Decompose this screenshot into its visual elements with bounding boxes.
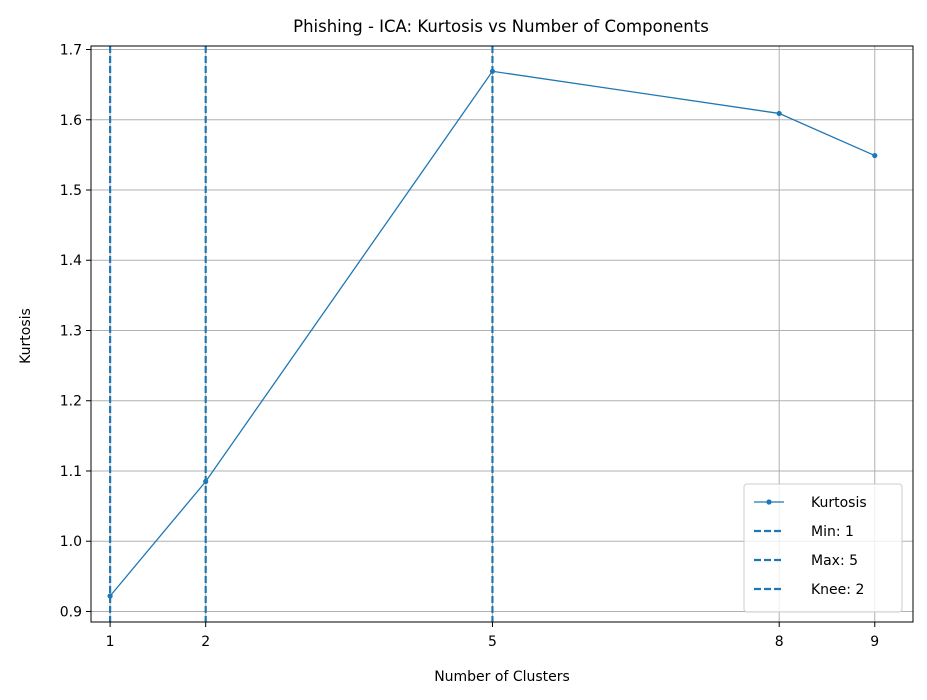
y-tick-label-0.9: 0.9 <box>60 604 82 620</box>
x-axis-label: Number of Clusters <box>434 669 570 685</box>
data-point-9 <box>872 152 878 159</box>
data-point-2 <box>203 478 209 485</box>
legend-label-kurtosis: Kurtosis <box>811 495 867 511</box>
y-tick-label-1.5: 1.5 <box>60 183 82 199</box>
x-tick-label-2: 2 <box>201 634 210 650</box>
series-kurtosis <box>107 68 878 599</box>
x-axis-ticks: 1 2 5 8 9 <box>106 622 879 650</box>
data-point-8 <box>776 110 782 117</box>
data-point-5 <box>489 68 496 74</box>
x-tick-label-9: 9 <box>870 634 879 650</box>
legend-label-max: Max: 5 <box>811 553 858 569</box>
grid <box>91 46 913 622</box>
y-tick-label-1.2: 1.2 <box>60 394 82 410</box>
y-tick-label-1.7: 1.7 <box>60 43 82 59</box>
legend-marker-kurtosis <box>766 499 772 505</box>
vertical-marker-lines <box>109 46 494 622</box>
x-tick-label-5: 5 <box>488 634 497 650</box>
y-tick-label-1.0: 1.0 <box>60 534 82 550</box>
y-tick-label-1.4: 1.4 <box>60 253 82 269</box>
legend-box <box>743 483 903 613</box>
legend-label-knee: Knee: 2 <box>811 582 864 598</box>
y-axis-label: Kurtosis <box>18 308 34 364</box>
y-tick-label-1.1: 1.1 <box>60 464 82 480</box>
x-tick-label-8: 8 <box>775 634 784 650</box>
legend: Kurtosis Min: 1 Max: 5 Knee: 2 <box>743 483 903 613</box>
y-axis-ticks: 0.9 1.0 1.1 1.2 1.3 1.4 1.5 1.6 1.7 <box>60 43 91 620</box>
y-tick-label-1.6: 1.6 <box>60 113 82 129</box>
chart-title: Phishing - ICA: Kurtosis vs Number of Co… <box>293 17 709 36</box>
plot-frame <box>90 45 914 623</box>
y-tick-label-1.3: 1.3 <box>60 323 82 339</box>
legend-label-min: Min: 1 <box>811 524 854 540</box>
x-tick-label-1: 1 <box>106 634 115 650</box>
data-point-1 <box>107 593 113 599</box>
